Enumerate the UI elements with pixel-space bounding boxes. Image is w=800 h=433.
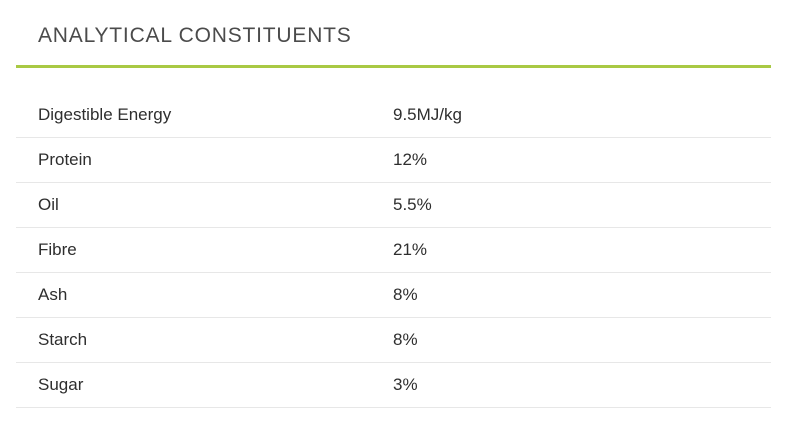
table-row: Starch 8% (16, 318, 771, 363)
constituent-value: 12% (393, 150, 428, 169)
constituent-value: 5.5% (393, 195, 432, 214)
table-row: Digestible Energy 9.5MJ/kg (16, 93, 771, 138)
constituent-label: Fibre (38, 240, 77, 259)
table-row: Protein 12% (16, 138, 771, 183)
constituents-table: Digestible Energy 9.5MJ/kg Protein 12% O… (16, 93, 771, 408)
table-row: Sugar 3% (16, 363, 771, 408)
constituent-label: Sugar (38, 375, 84, 394)
table-row: Ash 8% (16, 273, 771, 318)
constituent-label: Digestible Energy (38, 105, 172, 124)
constituent-value: 3% (393, 375, 418, 394)
table-row: Oil 5.5% (16, 183, 771, 228)
analytical-constituents-section: ANALYTICAL CONSTITUENTS Digestible Energ… (16, 25, 771, 408)
constituent-value: 21% (393, 240, 428, 259)
constituent-label: Protein (38, 150, 92, 169)
constituent-label: Oil (38, 195, 59, 214)
constituent-value: 8% (393, 285, 418, 304)
constituent-label: Ash (38, 285, 68, 304)
constituent-value: 8% (393, 330, 418, 349)
accent-divider (16, 65, 771, 68)
table-row: Fibre 21% (16, 228, 771, 273)
section-title: ANALYTICAL CONSTITUENTS (38, 24, 352, 47)
constituent-value: 9.5MJ/kg (393, 105, 462, 124)
constituent-label: Starch (38, 330, 88, 349)
